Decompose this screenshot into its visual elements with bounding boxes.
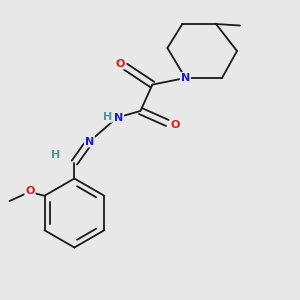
Text: O: O <box>115 58 125 69</box>
Text: O: O <box>170 120 180 130</box>
Text: H: H <box>51 149 60 160</box>
Text: N: N <box>114 112 123 123</box>
Text: N: N <box>181 73 190 83</box>
Text: H: H <box>103 112 112 122</box>
Text: O: O <box>25 186 35 196</box>
Text: N: N <box>85 136 94 147</box>
